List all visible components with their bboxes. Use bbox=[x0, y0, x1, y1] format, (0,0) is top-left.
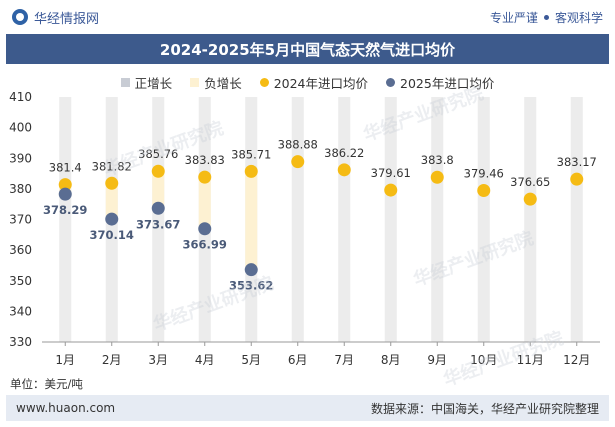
y-tick-label: 340 bbox=[9, 304, 32, 318]
point-2025 bbox=[105, 212, 119, 226]
legend-swatch-2025 bbox=[386, 77, 396, 87]
unit-label: 单位：美元/吨 bbox=[10, 377, 83, 391]
footer-source: 数据来源：中国海关，华经产业研究院整理 bbox=[370, 401, 599, 416]
point-2025 bbox=[58, 187, 72, 201]
data-label-2025: 378.29 bbox=[43, 203, 87, 217]
data-label-2025: 370.14 bbox=[90, 228, 134, 242]
negative-growth-bar bbox=[152, 171, 165, 209]
legend-item-2025: 2025年进口均价 bbox=[386, 73, 494, 92]
point-2024 bbox=[477, 184, 491, 198]
legend-swatch-2024 bbox=[259, 77, 269, 87]
legend-label-negative: 负增长 bbox=[204, 75, 242, 91]
legend-swatch-negative bbox=[190, 77, 200, 87]
x-tick-label: 1月 bbox=[55, 353, 75, 367]
y-tick-label: 400 bbox=[9, 121, 32, 135]
category-band bbox=[570, 97, 583, 342]
x-tick-label: 6月 bbox=[288, 353, 308, 367]
x-tick-label: 9月 bbox=[427, 353, 447, 367]
data-label-2024: 381.4 bbox=[49, 161, 82, 175]
brand-name: 华经情报网 bbox=[34, 11, 100, 27]
point-2024 bbox=[523, 192, 537, 206]
x-tick-label: 2月 bbox=[102, 353, 122, 367]
data-label-2025: 373.67 bbox=[136, 217, 180, 231]
data-label-2024: 388.88 bbox=[278, 138, 318, 152]
chart-legend: 正增长 负增长 2024年进口均价 2025年进口均价 bbox=[0, 72, 615, 92]
data-label-2024: 385.76 bbox=[138, 147, 178, 161]
legend-item-2024: 2024年进口均价 bbox=[259, 73, 369, 92]
x-tick-label: 3月 bbox=[148, 353, 168, 367]
data-label-2024: 383.17 bbox=[557, 155, 597, 169]
point-2025 bbox=[244, 263, 258, 277]
footer-bar: www.huaon.com 数据来源：中国海关，华经产业研究院整理 bbox=[6, 395, 609, 421]
point-2024 bbox=[570, 172, 584, 186]
point-2024 bbox=[105, 176, 119, 190]
data-label-2024: 379.46 bbox=[464, 167, 504, 181]
point-2024 bbox=[151, 164, 165, 178]
chart-plot-area: 330 340 350 360 370 380 390 400 410 1月 2月 3月 4月 5月 6月 7… bbox=[9, 90, 600, 367]
y-tick-label: 380 bbox=[9, 182, 32, 196]
x-tick-label: 7月 bbox=[334, 353, 354, 367]
y-tick-label: 330 bbox=[9, 335, 32, 349]
category-band bbox=[291, 97, 304, 342]
footer-website: www.huaon.com bbox=[16, 401, 116, 415]
legend-swatch-positive bbox=[120, 77, 130, 87]
point-2025 bbox=[198, 222, 212, 236]
point-2024 bbox=[430, 170, 444, 184]
slogan-left: 专业严谨 bbox=[489, 10, 538, 25]
x-tick-label: 8月 bbox=[381, 353, 401, 367]
negative-growth-bar bbox=[245, 171, 258, 270]
point-2024 bbox=[58, 178, 72, 192]
y-tick-label: 410 bbox=[9, 90, 32, 104]
category-band bbox=[477, 97, 490, 342]
legend-item-positive: 正增长 bbox=[120, 73, 173, 92]
y-tick-label: 370 bbox=[9, 213, 32, 227]
point-2024 bbox=[384, 183, 398, 197]
legend-label-2024: 2024年进口均价 bbox=[273, 75, 369, 91]
x-tick-label: 4月 bbox=[195, 353, 215, 367]
data-label-2024: 376.65 bbox=[510, 175, 550, 189]
point-2024 bbox=[244, 164, 258, 178]
data-label-2024: 379.61 bbox=[371, 166, 411, 180]
brand-logo-icon bbox=[12, 9, 28, 25]
category-band bbox=[384, 97, 397, 342]
data-label-2024: 385.71 bbox=[231, 147, 271, 161]
y-tick-label: 360 bbox=[9, 243, 32, 257]
point-2025 bbox=[151, 201, 165, 215]
y-tick-label: 390 bbox=[9, 151, 32, 165]
chart-title: 2024-2025年5月中国气态天然气进口均价 bbox=[6, 34, 609, 64]
data-label-2024: 381.82 bbox=[92, 159, 132, 173]
x-tick-label: 12月 bbox=[563, 353, 590, 367]
negative-growth-bar bbox=[198, 177, 211, 229]
legend-item-negative: 负增长 bbox=[190, 73, 242, 92]
point-2024 bbox=[337, 163, 351, 177]
data-label-2024: 383.8 bbox=[421, 153, 454, 167]
brand: 华经情报网 bbox=[12, 8, 99, 27]
slogan: 专业严谨 客观科学 bbox=[490, 9, 603, 26]
category-band bbox=[338, 97, 351, 342]
point-2024 bbox=[291, 155, 305, 169]
top-bar: 华经情报网 专业严谨 客观科学 bbox=[0, 0, 615, 34]
category-band bbox=[431, 97, 444, 342]
data-label-2024: 386.22 bbox=[324, 146, 364, 160]
data-label-2025: 353.62 bbox=[229, 279, 273, 293]
y-tick-label: 350 bbox=[9, 274, 32, 288]
x-tick-label: 11月 bbox=[517, 353, 544, 367]
negative-growth-bar bbox=[105, 183, 118, 220]
slogan-dot-icon bbox=[543, 14, 549, 20]
data-label-2024: 383.83 bbox=[185, 153, 225, 167]
slogan-right: 客观科学 bbox=[554, 10, 603, 25]
x-tick-label: 5月 bbox=[241, 353, 261, 367]
point-2024 bbox=[198, 170, 212, 184]
category-band bbox=[524, 97, 537, 342]
x-tick-label: 10月 bbox=[470, 353, 497, 367]
category-band bbox=[59, 97, 72, 342]
category-band bbox=[152, 97, 165, 342]
data-label-2025: 366.99 bbox=[183, 238, 227, 252]
legend-label-positive: 正增长 bbox=[134, 75, 173, 91]
legend-label-2025: 2025年进口均价 bbox=[400, 75, 495, 91]
